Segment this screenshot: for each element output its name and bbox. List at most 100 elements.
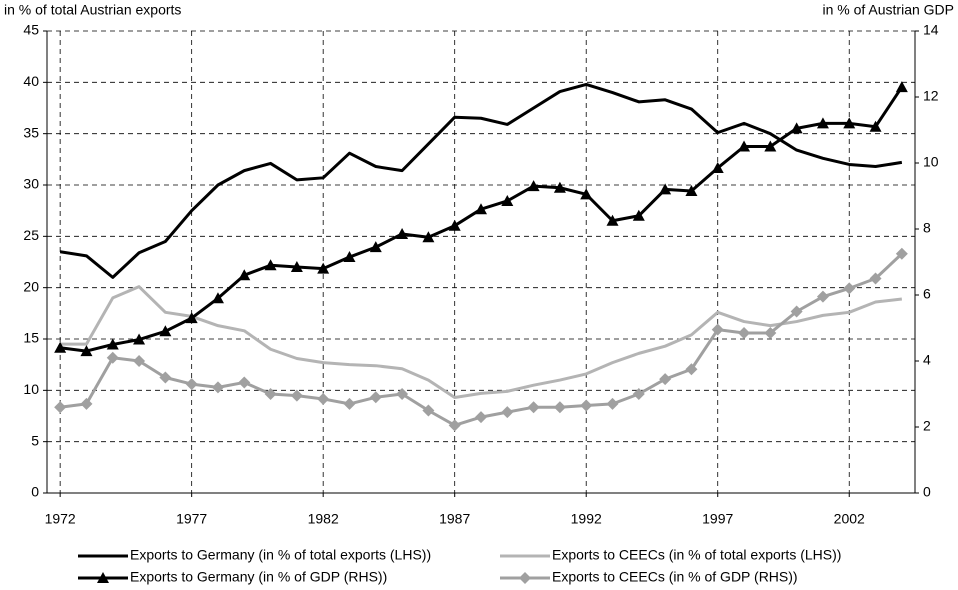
y2-tick-label: 4 <box>923 352 931 368</box>
point-marker <box>290 260 303 272</box>
point-marker <box>501 194 514 206</box>
point-marker <box>895 81 908 93</box>
legend-marker <box>519 572 531 584</box>
point-marker <box>238 269 251 281</box>
point-marker <box>501 406 514 419</box>
point-marker <box>80 397 93 410</box>
legend-marker <box>97 572 109 583</box>
point-marker <box>790 305 803 318</box>
point-marker <box>764 326 777 339</box>
y-tick-label: 45 <box>23 22 39 38</box>
y2-tick-label: 2 <box>923 418 931 434</box>
point-marker <box>527 401 540 414</box>
point-marker <box>185 378 198 391</box>
y2-tick-label: 6 <box>923 286 931 302</box>
point-marker <box>448 419 461 432</box>
point-marker <box>133 355 146 367</box>
y-tick-label: 15 <box>23 330 39 346</box>
point-marker <box>343 251 356 263</box>
series-line <box>60 285 903 400</box>
point-marker <box>869 120 882 132</box>
y-tick-label: 25 <box>23 227 39 243</box>
point-marker <box>106 351 119 364</box>
y-tick-label: 5 <box>31 432 39 448</box>
point-marker <box>606 214 619 226</box>
point-marker <box>816 117 829 129</box>
point-marker <box>238 376 251 389</box>
point-marker <box>264 388 277 400</box>
point-marker <box>685 185 698 197</box>
point-marker <box>816 290 829 303</box>
point-marker <box>580 188 593 200</box>
point-marker <box>317 262 330 274</box>
point-marker <box>396 388 409 400</box>
legend-label: Exports to CEECs (in % of total exports … <box>552 547 841 563</box>
x-tick-label: 1987 <box>439 511 470 527</box>
point-marker <box>632 388 645 400</box>
point-marker <box>659 183 672 195</box>
point-marker <box>54 341 67 353</box>
x-tick-label: 1992 <box>571 511 602 527</box>
point-marker <box>606 397 619 410</box>
point-marker <box>685 363 698 376</box>
y2-tick-label: 12 <box>923 88 939 104</box>
y2-axis-title: in % of Austrian GDP <box>822 2 954 18</box>
point-marker <box>580 399 593 412</box>
point-marker <box>843 117 856 129</box>
point-marker <box>738 326 751 339</box>
point-marker <box>369 391 382 404</box>
point-marker <box>895 247 908 260</box>
legend-label: Exports to Germany (in % of total export… <box>130 547 431 563</box>
y-tick-label: 40 <box>23 73 39 89</box>
point-marker <box>738 140 751 152</box>
x-tick-label: 1997 <box>702 511 733 527</box>
x-tick-label: 1977 <box>176 511 207 527</box>
point-marker <box>211 381 224 394</box>
point-marker <box>396 227 409 239</box>
point-marker <box>632 209 645 221</box>
point-marker <box>659 373 672 386</box>
x-tick-label: 1972 <box>45 511 76 527</box>
y2-tick-label: 10 <box>923 154 939 170</box>
point-marker <box>843 282 856 295</box>
y2-tick-label: 14 <box>923 22 939 38</box>
x-tick-label: 2002 <box>834 511 865 527</box>
y-tick-label: 35 <box>23 124 39 140</box>
legend-label: Exports to CEECs (in % of GDP (RHS)) <box>552 569 798 585</box>
x-tick-label: 1982 <box>308 511 339 527</box>
y-tick-label: 0 <box>31 484 39 500</box>
y2-tick-label: 8 <box>923 220 931 236</box>
point-marker <box>448 219 461 231</box>
point-marker <box>133 333 146 345</box>
point-marker <box>369 241 382 253</box>
point-marker <box>869 272 882 285</box>
point-marker <box>475 203 487 215</box>
point-marker <box>54 401 67 414</box>
point-marker <box>422 231 435 243</box>
point-marker <box>422 404 435 417</box>
point-marker <box>185 312 198 324</box>
point-marker <box>106 338 119 350</box>
y-tick-label: 20 <box>23 278 39 294</box>
point-marker <box>211 292 224 304</box>
point-marker <box>159 325 172 337</box>
point-marker <box>159 371 172 384</box>
point-marker <box>475 411 487 424</box>
y-axis-title: in % of total Austrian exports <box>4 2 181 18</box>
point-marker <box>264 259 277 271</box>
point-marker <box>711 161 724 173</box>
point-marker <box>343 397 356 410</box>
y2-tick-label: 0 <box>923 484 931 500</box>
series-line <box>59 252 903 427</box>
point-marker <box>290 389 303 402</box>
y-tick-label: 10 <box>23 381 39 397</box>
point-marker <box>80 345 93 357</box>
point-marker <box>553 181 566 193</box>
point-marker <box>764 140 777 152</box>
point-marker <box>527 180 540 192</box>
point-marker <box>553 401 566 414</box>
series-line <box>59 82 903 279</box>
y-tick-label: 30 <box>23 176 39 192</box>
point-marker <box>711 323 724 336</box>
